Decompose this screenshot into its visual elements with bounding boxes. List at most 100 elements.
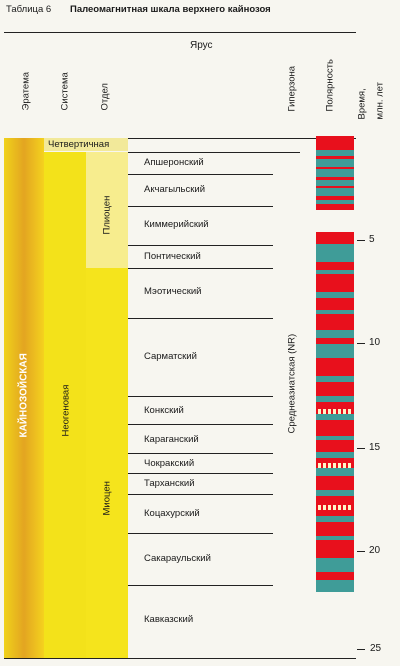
polarity-band <box>316 136 354 150</box>
polarity-band <box>316 270 354 274</box>
polarity-band <box>316 490 354 496</box>
polarity-band <box>316 440 354 452</box>
stage-kotsakhurian: Коцахурский <box>144 508 200 519</box>
stage-divider-quaternary <box>128 152 300 153</box>
stage-divider <box>128 533 273 534</box>
polarity-band <box>316 274 354 292</box>
polarity-hatch <box>338 463 341 468</box>
neogene-block <box>44 152 86 658</box>
polarity-band <box>316 468 354 476</box>
stage-tarkhanian: Тарханский <box>144 478 195 489</box>
polarity-band <box>316 522 354 536</box>
polarity-hatch <box>318 409 321 414</box>
stage-sarmatian: Сарматский <box>144 351 197 362</box>
polarity-band <box>316 376 354 382</box>
time-tick-20 <box>357 551 365 552</box>
stage-divider <box>128 396 273 397</box>
polarity-hatch <box>318 505 321 510</box>
time-tick-label-5: 5 <box>369 234 375 245</box>
polarity-hatch <box>318 463 321 468</box>
polarity-hatch <box>323 463 326 468</box>
stage-divider <box>128 174 273 175</box>
stage-divider <box>128 245 273 246</box>
polarity-hatch <box>333 463 336 468</box>
polarity-band <box>316 344 354 358</box>
column-header-stage: Ярус <box>190 40 213 51</box>
stage-divider <box>128 473 273 474</box>
polarity-band <box>316 516 354 522</box>
polarity-hatch <box>343 409 346 414</box>
polarity-band <box>316 167 354 169</box>
polarity-band <box>316 204 354 210</box>
polarity-band <box>316 292 354 298</box>
quaternary-block <box>44 138 128 151</box>
time-tick-label-25: 25 <box>370 643 382 654</box>
top-rule <box>4 32 356 33</box>
miocene-block <box>86 268 128 658</box>
stage-sakaraulian: Сакараульский <box>144 553 211 564</box>
polarity-hatch <box>328 463 331 468</box>
time-tick-15 <box>357 448 365 449</box>
stage-divider <box>128 318 273 319</box>
polarity-band <box>316 196 354 200</box>
polarity-band <box>316 188 354 196</box>
polarity-band <box>316 330 354 338</box>
stage-caucasian: Кавказский <box>144 614 194 625</box>
stage-konkian: Конкский <box>144 405 184 416</box>
bottom-rule <box>4 658 356 659</box>
polarity-hatch <box>348 463 351 468</box>
stage-maeotian: Мэотический <box>144 286 202 297</box>
era-cenozoic-block <box>4 138 44 658</box>
polarity-band <box>316 540 354 558</box>
time-tick-label-20: 20 <box>369 545 381 556</box>
polarity-hatch <box>333 409 336 414</box>
polarity-band <box>316 180 354 186</box>
stage-divider <box>128 585 273 586</box>
polarity-band <box>316 580 354 592</box>
polarity-band <box>316 452 354 458</box>
page-title: Палеомагнитная шкала верхнего кайнозоя <box>70 4 271 15</box>
stage-divider <box>128 494 273 495</box>
polarity-band <box>316 310 354 314</box>
polarity-hatch <box>343 505 346 510</box>
stage-kimmerian: Киммерийский <box>144 219 209 230</box>
stage-divider <box>128 453 273 454</box>
polarity-band <box>316 232 354 244</box>
pliocene-block <box>86 152 128 268</box>
stage-karaganian: Караганский <box>144 434 199 445</box>
polarity-hatch <box>328 409 331 414</box>
polarity-hatch <box>338 409 341 414</box>
polarity-hatch <box>323 505 326 510</box>
table-label: Таблица 6 <box>6 4 52 15</box>
polarity-band <box>316 298 354 310</box>
polarity-band <box>316 244 354 262</box>
quaternary-label: Четвертичная <box>48 139 110 150</box>
time-tick-label-15: 15 <box>369 442 381 453</box>
polarity-hatch <box>343 463 346 468</box>
polarity-band <box>316 358 354 376</box>
time-tick-25 <box>357 649 365 650</box>
polarity-band <box>316 177 354 180</box>
polarity-band <box>316 396 354 402</box>
polarity-band <box>316 314 354 330</box>
stage-apsheron: Апшеронский <box>144 157 204 168</box>
polarity-band <box>316 159 354 167</box>
polarity-band <box>316 414 354 420</box>
polarity-band <box>316 476 354 490</box>
polarity-band <box>316 186 354 188</box>
polarity-band <box>316 169 354 177</box>
polarity-hatch <box>333 505 336 510</box>
polarity-band <box>316 558 354 572</box>
polarity-band <box>316 382 354 396</box>
polarity-hatch <box>323 409 326 414</box>
polarity-band <box>316 436 354 440</box>
stage-pontian: Понтический <box>144 251 201 262</box>
polarity-hatch <box>338 505 341 510</box>
polarity-hatch <box>348 409 351 414</box>
stage-divider <box>128 268 273 269</box>
polarity-band <box>316 262 354 270</box>
polarity-band <box>316 572 354 580</box>
polarity-band <box>316 150 354 156</box>
stage-divider <box>128 424 273 425</box>
